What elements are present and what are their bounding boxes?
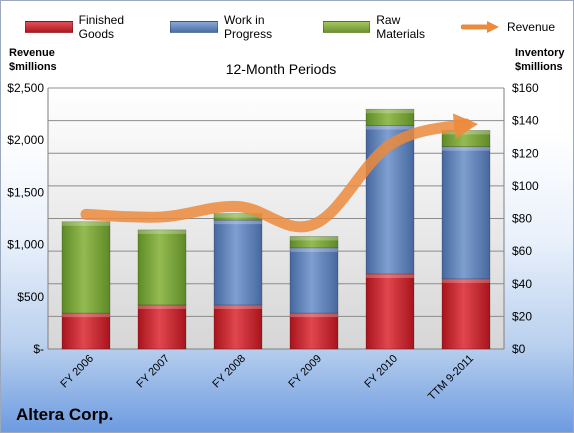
- bar-finished-goods: [441, 278, 491, 350]
- right-axis-title-line-2: $millions: [515, 61, 563, 73]
- right-tick-label: $60: [512, 244, 532, 258]
- revenue-arrow-head: [452, 113, 478, 140]
- right-tick-label: $80: [512, 212, 532, 226]
- bar-work-in-progress-highlight: [366, 125, 414, 130]
- legend-label-revenue: Revenue: [506, 20, 555, 34]
- legend-label-raw-materials: Raw Materials: [376, 13, 425, 41]
- legend-label-finished-goods: Finished Goods: [78, 13, 124, 41]
- left-tick-label: $1,500: [7, 185, 44, 199]
- bar-raw-materials-highlight: [62, 221, 110, 226]
- legend: Finished Goods Work in Progress Raw Mate…: [25, 13, 573, 41]
- legend-item-revenue: Revenue: [460, 20, 555, 34]
- legend-item-finished-goods: Finished Goods: [25, 13, 152, 41]
- right-tick-label: $120: [512, 146, 539, 160]
- bar-finished-goods-highlight: [366, 273, 414, 278]
- category-label: FY 2008: [210, 353, 248, 391]
- bar-raw-materials: [137, 229, 187, 306]
- bar-finished-goods: [61, 312, 111, 350]
- right-tick-label: $40: [512, 277, 532, 291]
- bar-finished-goods-highlight: [290, 313, 338, 318]
- bar-raw-materials-highlight: [366, 109, 414, 114]
- bar-raw-materials: [289, 236, 339, 249]
- bar-finished-goods-highlight: [138, 304, 186, 309]
- bar-raw-materials-highlight: [138, 229, 186, 234]
- bar-raw-materials-highlight: [290, 236, 338, 241]
- right-tick-label: $20: [512, 309, 532, 323]
- left-axis-title: Revenue $millions: [9, 46, 79, 74]
- category-label: FY 2010: [362, 353, 400, 391]
- bar-finished-goods: [289, 312, 339, 350]
- right-axis-title: Inventory $millions: [515, 46, 573, 74]
- bar-raw-materials-highlight: [442, 130, 490, 135]
- right-tick-label: $0: [512, 342, 526, 356]
- bar-work-in-progress: [289, 247, 339, 314]
- bar-work-in-progress-highlight: [442, 146, 490, 151]
- legend-item-work-in-progress: Work in Progress: [170, 13, 304, 41]
- right-tick-label: $100: [512, 179, 539, 193]
- left-tick-label: $500: [17, 290, 44, 304]
- legend-swatch-raw-materials: [322, 21, 371, 33]
- bar-raw-materials: [365, 108, 415, 126]
- left-axis-title-line-2: $millions: [9, 61, 57, 73]
- left-tick-label: $2,000: [7, 133, 44, 147]
- right-tick-label: $140: [512, 114, 539, 128]
- legend-swatch-finished-goods: [25, 21, 73, 33]
- company-name: Altera Corp.: [16, 405, 114, 424]
- chart-subtitle: 12-Month Periods: [225, 61, 337, 77]
- left-tick-label: $2,500: [7, 81, 44, 95]
- legend-swatch-work-in-progress: [170, 21, 219, 33]
- left-axis-title-line-1: Revenue: [9, 47, 55, 59]
- legend-arrow-revenue: [460, 21, 499, 33]
- left-tick-label: $1,000: [7, 238, 44, 252]
- revenue-line: [80, 118, 472, 233]
- bar-raw-materials: [61, 221, 111, 314]
- legend-label-work-in-progress: Work in Progress: [224, 13, 273, 41]
- category-label: FY 2006: [58, 353, 96, 391]
- right-tick-label: $160: [512, 81, 539, 95]
- category-label: TTM 9-2011: [426, 353, 476, 403]
- bar-finished-goods-highlight: [214, 304, 262, 309]
- bar-finished-goods: [213, 304, 263, 350]
- bar-work-in-progress-highlight: [290, 247, 338, 252]
- bar-work-in-progress-highlight: [214, 220, 262, 225]
- bar-finished-goods-highlight: [62, 313, 110, 318]
- bar-finished-goods: [365, 273, 415, 350]
- category-label: FY 2009: [286, 353, 324, 391]
- bar-raw-materials-highlight: [214, 213, 262, 218]
- bar-work-in-progress: [441, 146, 491, 280]
- bar-finished-goods-highlight: [442, 278, 490, 283]
- bar-work-in-progress: [213, 219, 263, 306]
- legend-item-raw-materials: Raw Materials: [322, 13, 443, 41]
- category-label: FY 2007: [134, 353, 172, 391]
- bar-finished-goods: [137, 304, 187, 350]
- left-tick-label: $-: [33, 342, 44, 356]
- right-axis-title-line-1: Inventory: [515, 47, 565, 59]
